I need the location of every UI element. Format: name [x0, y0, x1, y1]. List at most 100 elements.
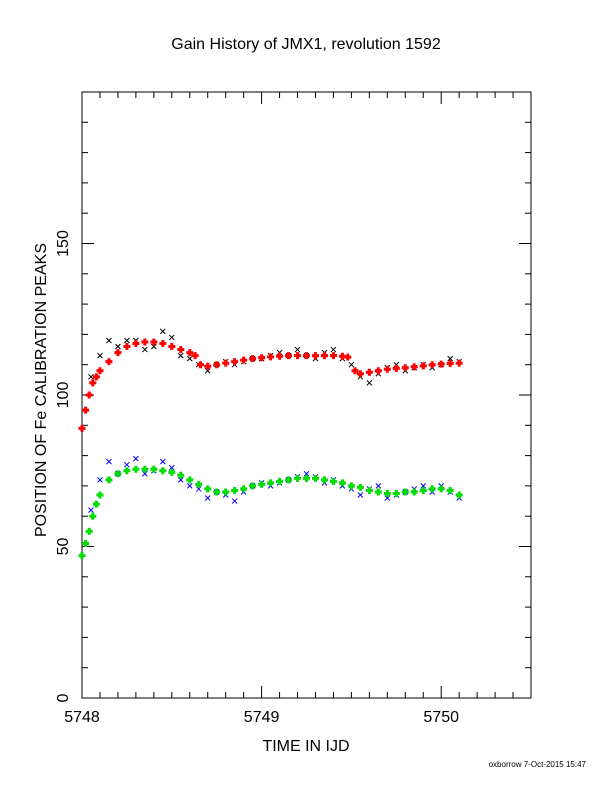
y-tick-label: 100: [55, 382, 72, 409]
y-tick-label: 150: [55, 230, 72, 257]
data-point: [330, 346, 337, 353]
y-tick-label: 0: [55, 693, 72, 702]
data-point: [420, 483, 427, 489]
series-layer: [78, 328, 463, 560]
plot-frame: [81, 91, 532, 699]
axis-ticks: [81, 91, 532, 699]
data-point: [197, 361, 205, 369]
data-point: [410, 488, 418, 496]
data-point: [356, 370, 364, 378]
data-point: [186, 483, 193, 489]
data-point: [294, 346, 301, 353]
data-point: [106, 337, 112, 344]
series-1: [88, 455, 463, 513]
data-point: [85, 527, 93, 535]
data-point: [383, 489, 391, 497]
data-point: [276, 352, 284, 360]
data-point: [437, 360, 445, 368]
x-tick-label: 5748: [64, 709, 100, 726]
data-point: [446, 359, 454, 367]
data-point: [92, 373, 100, 381]
data-point: [384, 495, 391, 501]
data-point: [142, 346, 148, 353]
data-point: [294, 474, 302, 482]
data-point: [141, 465, 149, 473]
data-point: [159, 328, 166, 335]
data-point: [88, 507, 94, 513]
data-point: [132, 465, 140, 473]
data-point: [141, 338, 149, 346]
footer-stamp: oxborrow 7-Oct-2015 15:47: [488, 760, 586, 769]
data-point: [320, 476, 328, 484]
data-point: [133, 455, 139, 462]
data-point: [365, 486, 373, 494]
chart-title: Gain History of JMX1, revolution 1592: [171, 36, 441, 53]
data-point: [351, 367, 359, 375]
data-point: [366, 380, 373, 386]
data-point: [285, 476, 293, 484]
data-point: [168, 468, 176, 476]
data-point: [357, 492, 364, 498]
data-point: [344, 353, 352, 361]
x-tick-label: 5749: [244, 709, 280, 726]
data-point: [240, 485, 248, 493]
x-axis-label: TIME IN IJD: [262, 738, 350, 755]
data-point: [177, 476, 184, 483]
data-point: [419, 486, 427, 494]
data-point: [338, 479, 346, 487]
data-point: [303, 352, 310, 360]
data-point: [375, 483, 382, 489]
data-point: [106, 458, 112, 465]
data-point: [258, 354, 266, 362]
y-tick-label: 50: [55, 538, 72, 556]
data-point: [89, 512, 97, 520]
axis-tick-labels: 0 50 100 150 5748 5749 5750: [55, 230, 459, 726]
data-point: [124, 461, 130, 468]
data-point: [204, 495, 211, 501]
data-point: [78, 424, 86, 432]
data-point: [258, 480, 266, 488]
data-point: [195, 486, 202, 492]
data-point: [204, 485, 212, 493]
data-point: [213, 361, 221, 369]
data-point: [89, 379, 97, 387]
data-point: [159, 458, 166, 465]
data-point: [97, 352, 103, 359]
data-point: [347, 482, 355, 490]
data-point: [191, 352, 199, 360]
data-point: [78, 552, 86, 560]
data-point: [311, 474, 319, 482]
data-point: [437, 485, 445, 493]
data-point: [365, 368, 373, 376]
series-3: [78, 465, 463, 560]
data-point: [329, 477, 337, 485]
data-point: [410, 363, 418, 371]
data-point: [186, 355, 193, 362]
data-point: [428, 485, 436, 493]
data-point: [115, 343, 121, 350]
data-point: [159, 467, 167, 475]
data-point: [105, 358, 113, 366]
data-point: [88, 373, 94, 380]
data-point: [114, 349, 122, 357]
data-point: [303, 470, 310, 477]
y-axis-label: POSITION OF Fe CALIBRATION PEAKS: [33, 243, 50, 537]
data-point: [231, 498, 238, 504]
data-point: [132, 339, 140, 347]
data-point: [204, 362, 212, 370]
data-point: [276, 477, 284, 485]
data-point: [123, 467, 131, 475]
data-point: [168, 343, 176, 351]
data-point: [168, 334, 175, 341]
data-point: [82, 539, 90, 547]
data-point: [231, 486, 239, 494]
data-point: [401, 488, 409, 496]
data-point: [213, 488, 221, 496]
data-point: [446, 486, 454, 494]
data-point: [177, 471, 185, 479]
data-point: [123, 343, 131, 351]
data-point: [92, 500, 100, 508]
data-point: [222, 359, 230, 367]
data-point: [455, 359, 463, 367]
